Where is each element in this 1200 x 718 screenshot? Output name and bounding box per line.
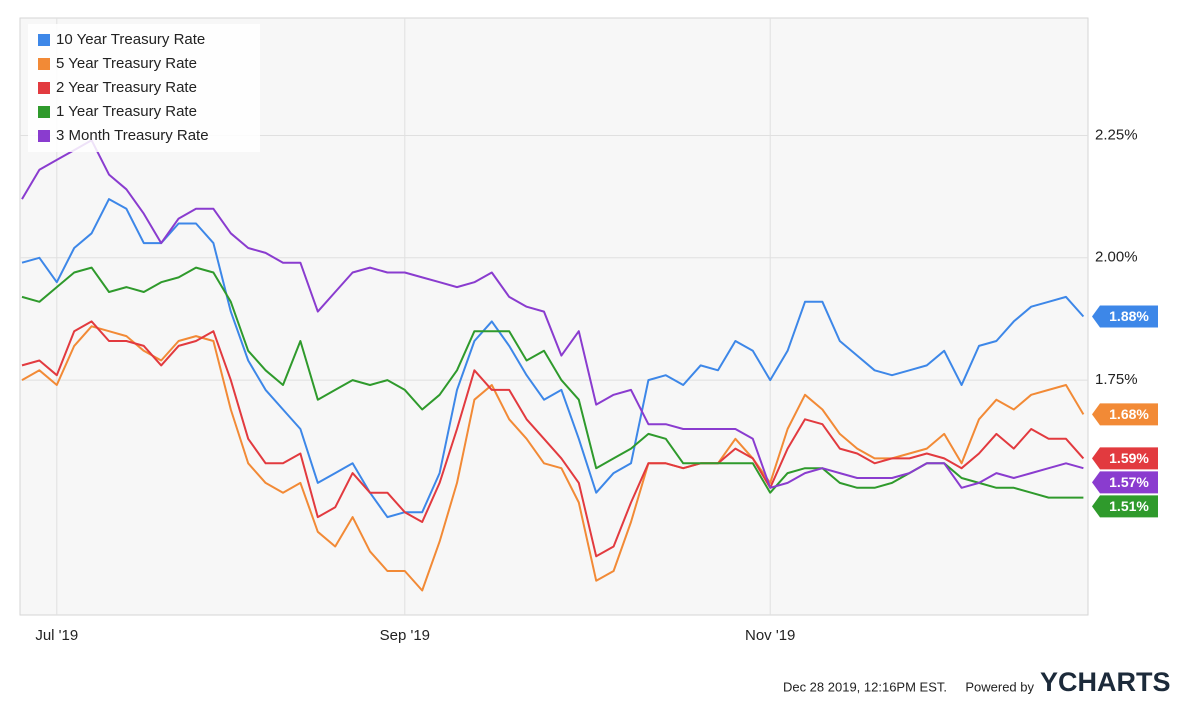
x-tick-label: Sep '19 xyxy=(380,627,430,644)
series-line xyxy=(21,325,1085,592)
series-line xyxy=(21,198,1085,519)
footer: Dec 28 2019, 12:16PM EST. Powered by YCH… xyxy=(783,667,1171,697)
series-line xyxy=(21,320,1085,558)
lines xyxy=(21,139,1085,592)
x-tick-label: Jul '19 xyxy=(35,627,78,644)
timestamp: Dec 28 2019, 12:16PM EST. xyxy=(783,679,947,694)
legend-label: 2 Year Treasury Rate xyxy=(56,79,197,96)
end-label-tag xyxy=(1092,447,1158,470)
legend-label: 5 Year Treasury Rate xyxy=(56,55,197,72)
end-label-tag xyxy=(1092,305,1158,328)
y-tick-label: 2.25% xyxy=(1095,126,1138,143)
end-label: 1.59% xyxy=(1109,450,1149,466)
legend: 10 Year Treasury Rate 5 Year Treasury Rat… xyxy=(28,24,260,152)
y-tick-label: 1.75% xyxy=(1095,371,1138,388)
powered-by: Powered by xyxy=(965,679,1034,694)
legend-swatch xyxy=(38,82,50,94)
end-label-tag xyxy=(1092,403,1158,426)
legend-swatch xyxy=(38,106,50,118)
x-tick-label: Nov '19 xyxy=(745,627,795,644)
end-labels: 1.88% 1.68% 1.59% 1.57% 1.51% xyxy=(1092,305,1158,518)
end-label: 1.57% xyxy=(1109,474,1149,490)
series-line xyxy=(21,139,1084,489)
y-tick-label: 2.00% xyxy=(1095,249,1138,266)
legend-label: 1 Year Treasury Rate xyxy=(56,103,197,120)
end-label-tag xyxy=(1092,495,1158,518)
end-label-tag xyxy=(1092,471,1158,494)
legend-swatch xyxy=(38,58,50,70)
legend-label: 3 Month Treasury Rate xyxy=(56,127,209,144)
end-label: 1.68% xyxy=(1109,406,1149,422)
end-label: 1.51% xyxy=(1109,498,1149,514)
legend-box xyxy=(28,24,260,152)
legend-label: 10 Year Treasury Rate xyxy=(56,31,205,48)
legend-swatch xyxy=(38,130,50,142)
legend-swatch xyxy=(38,34,50,46)
brand-logo: YCHARTS xyxy=(1040,667,1171,697)
end-label: 1.88% xyxy=(1109,308,1149,324)
